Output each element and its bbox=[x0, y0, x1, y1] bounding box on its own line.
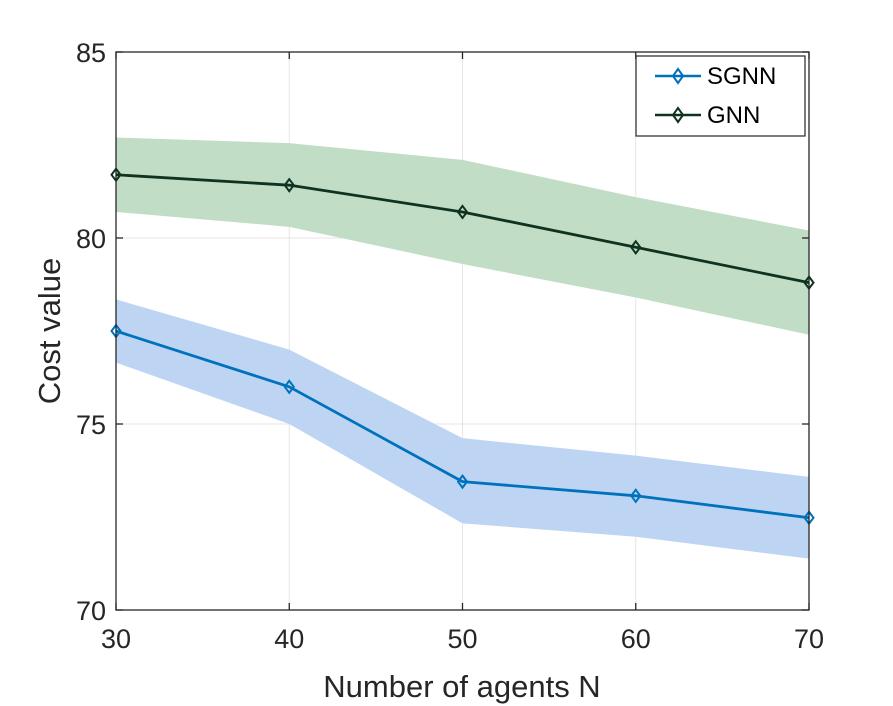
y-tick-label: 85 bbox=[76, 38, 106, 68]
y-tick-label: 75 bbox=[76, 410, 106, 440]
x-tick-label: 30 bbox=[101, 624, 131, 654]
x-tick-label: 40 bbox=[274, 624, 304, 654]
series-line-sgnn bbox=[115, 329, 810, 520]
legend-marker-gnn bbox=[671, 106, 685, 124]
x-tick-label: 70 bbox=[794, 624, 824, 654]
tick-labels: 30 40 50 60 70 70 75 80 85 bbox=[76, 38, 824, 654]
y-tick-label: 70 bbox=[76, 596, 106, 626]
band-gnn bbox=[116, 137, 809, 335]
point-sgnn bbox=[456, 473, 469, 490]
series-line-gnn bbox=[115, 173, 810, 285]
point-gnn bbox=[283, 177, 295, 193]
point-gnn bbox=[630, 239, 642, 255]
series-lines bbox=[115, 173, 810, 520]
point-sgnn bbox=[630, 488, 642, 504]
x-tick-label: 60 bbox=[621, 624, 651, 654]
confidence-bands bbox=[116, 137, 809, 559]
axis-ticks bbox=[115, 51, 810, 611]
band-sgnn bbox=[116, 299, 809, 559]
y-tick-label: 80 bbox=[76, 224, 106, 254]
legend: SGNN GNN bbox=[635, 55, 806, 137]
legend-label-gnn: GNN bbox=[707, 102, 760, 129]
legend-label-sgnn: SGNN bbox=[707, 63, 776, 90]
point-sgnn bbox=[283, 379, 295, 395]
x-tick-label: 50 bbox=[447, 624, 477, 654]
x-axis-label: Number of agents N bbox=[323, 669, 600, 704]
y-axis-label: Cost value bbox=[32, 258, 67, 404]
legend-marker-sgnn bbox=[671, 67, 685, 85]
legend-box bbox=[635, 55, 806, 137]
point-gnn bbox=[456, 204, 469, 220]
